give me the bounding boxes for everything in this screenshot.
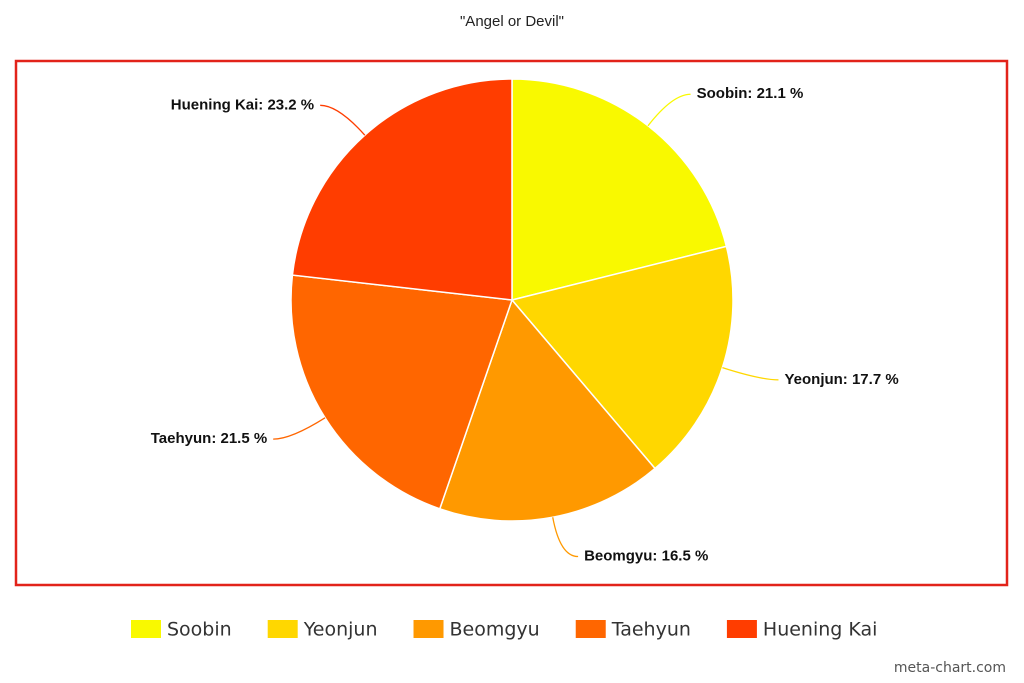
data-label: Taehyun: 21.5 % [151,430,267,447]
plot-frame [14,59,1009,587]
legend-label: Taehyun [611,619,691,641]
leader-line [552,517,579,558]
legend-swatch [726,620,757,638]
legend-label: Soobin [167,619,232,641]
data-label: Huening Kai: 23.2 % [171,96,314,113]
legend-label: Huening Kai [763,619,878,641]
legend-swatch [267,620,298,638]
legend-swatch [413,620,444,638]
legend-label: Yeonjun [303,619,378,641]
pie-slice [510,245,734,470]
chart-title: "Angel or Devil" [460,13,564,30]
leader-line [320,104,366,136]
legend-label: Beomgyu [450,619,540,641]
data-label: Beomgyu: 16.5 % [584,547,708,564]
pie-slice [291,78,513,301]
pie-slice [511,78,728,301]
data-label: Yeonjun: 17.7 % [784,371,898,388]
leader-line [722,367,779,381]
leader-line [273,417,326,440]
legend-swatch [575,620,606,638]
credit: meta-chart.com [894,660,1006,676]
legend-swatch [131,620,161,638]
data-label: Soobin: 21.1 % [697,85,804,102]
leader-line [647,93,691,127]
pie-slice [290,274,514,510]
